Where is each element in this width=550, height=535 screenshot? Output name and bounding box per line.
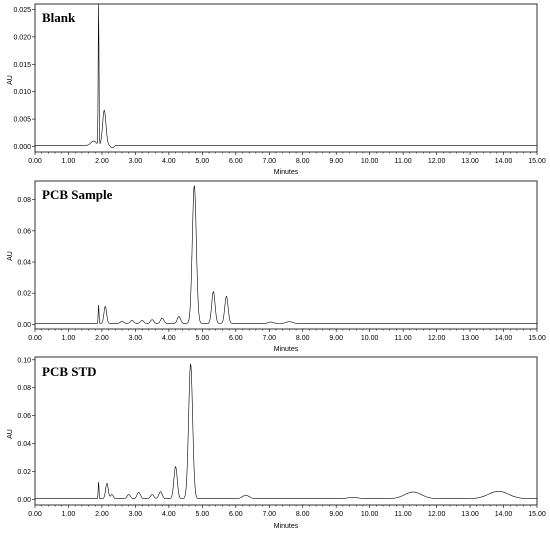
x-tick-label: 11.00 <box>395 511 412 518</box>
panel-title: PCB STD <box>42 364 97 379</box>
plot-frame <box>34 180 538 330</box>
x-tick-label: 7.00 <box>262 158 276 165</box>
series-trace <box>35 363 537 500</box>
x-axis-label: Minutes <box>274 523 299 530</box>
x-tick-label: 8.00 <box>296 511 310 518</box>
y-tick-label: 0.000 <box>13 144 31 151</box>
x-tick-label: 15.00 <box>528 158 546 165</box>
y-tick-label: 0.02 <box>17 469 31 476</box>
series-trace <box>35 4 537 148</box>
y-axis-label: AU <box>7 75 14 85</box>
y-tick-label: 0.00 <box>17 322 31 329</box>
x-tick-label: 5.00 <box>196 335 210 342</box>
y-tick-label: 0.04 <box>17 441 31 448</box>
y-tick-label: 0.005 <box>13 117 31 124</box>
x-tick-label: 5.00 <box>196 511 210 518</box>
x-tick-label: 10.00 <box>361 511 379 518</box>
x-tick-label: 3.00 <box>129 158 143 165</box>
y-axis-label: AU <box>7 429 14 439</box>
y-tick-label: 0.020 <box>13 34 31 41</box>
x-tick-label: 3.00 <box>129 511 143 518</box>
y-tick-label: 0.10 <box>17 357 31 364</box>
x-tick-label: 14.00 <box>495 158 513 165</box>
x-tick-label: 6.00 <box>229 335 243 342</box>
x-tick-label: 2.00 <box>95 511 109 518</box>
x-tick-label: 4.00 <box>162 511 176 518</box>
x-tick-label: 1.00 <box>62 158 76 165</box>
y-ticks: 0.00 0.02 0.04 0.06 0.08 <box>17 197 35 329</box>
x-tick-label: 0.00 <box>28 158 42 165</box>
y-tick-label: 0.015 <box>13 62 31 69</box>
x-ticks: 0.00 1.00 2.00 3.00 4.00 5.00 6.00 7.00 8.00 9.00… <box>28 329 546 342</box>
x-tick-label: 0.00 <box>28 335 42 342</box>
x-tick-label: 15.00 <box>528 511 546 518</box>
x-tick-label: 11.00 <box>395 335 412 342</box>
x-ticks: 0.00 1.00 2.00 3.00 4.00 5.00 6.00 7.00 8.00 9.00… <box>28 152 546 165</box>
x-tick-label: 13.00 <box>461 158 479 165</box>
x-tick-label: 2.00 <box>95 158 109 165</box>
y-tick-label: 0.04 <box>17 260 31 267</box>
panel-title: PCB Sample <box>42 187 113 202</box>
y-tick-label: 0.08 <box>17 197 31 204</box>
y-axis-label: AU <box>7 251 14 261</box>
x-tick-label: 13.00 <box>461 511 479 518</box>
y-tick-label: 0.025 <box>13 7 31 14</box>
x-tick-label: 7.00 <box>262 335 276 342</box>
x-tick-label: 12.00 <box>428 511 446 518</box>
y-tick-label: 0.00 <box>17 497 31 504</box>
panel-pcb-sample: PCB Sample AU Minutes 0.00 1.00 2.00 3.00 4.… <box>7 180 546 353</box>
x-tick-label: 15.00 <box>528 335 546 342</box>
x-tick-label: 12.00 <box>428 335 446 342</box>
y-tick-label: 0.010 <box>13 89 31 96</box>
y-tick-label: 0.02 <box>17 291 31 298</box>
x-tick-label: 1.00 <box>62 335 76 342</box>
panel-pcb-std: PCB STD AU Minutes 0.00 1.00 2.00 3.00 4.00 5… <box>7 356 546 530</box>
x-axis-label: Minutes <box>274 346 299 353</box>
panel-title: Blank <box>42 10 76 25</box>
x-tick-label: 0.00 <box>28 511 42 518</box>
x-tick-label: 8.00 <box>296 335 310 342</box>
y-tick-label: 0.08 <box>17 385 31 392</box>
x-tick-label: 9.00 <box>329 511 343 518</box>
x-axis-label: Minutes <box>274 169 299 176</box>
plot-frame <box>34 3 538 153</box>
x-tick-label: 13.00 <box>461 335 479 342</box>
y-tick-label: 0.06 <box>17 413 31 420</box>
x-tick-label: 5.00 <box>196 158 210 165</box>
x-tick-label: 4.00 <box>162 335 176 342</box>
y-ticks: 0.00 0.02 0.04 0.06 0.08 0.10 <box>17 357 35 504</box>
x-tick-label: 1.00 <box>62 511 76 518</box>
x-tick-label: 8.00 <box>296 158 310 165</box>
x-tick-label: 11.00 <box>395 158 412 165</box>
x-tick-label: 14.00 <box>495 335 513 342</box>
x-tick-label: 14.00 <box>495 511 513 518</box>
panel-blank: Blank AU Minutes 0.00 1.00 2.00 3.00 4.00 5.0… <box>7 3 546 176</box>
y-tick-label: 0.06 <box>17 228 31 235</box>
x-tick-label: 7.00 <box>262 511 276 518</box>
x-tick-label: 6.00 <box>229 158 243 165</box>
x-tick-label: 2.00 <box>95 335 109 342</box>
x-tick-label: 10.00 <box>361 158 379 165</box>
x-tick-label: 3.00 <box>129 335 143 342</box>
x-tick-label: 4.00 <box>162 158 176 165</box>
x-ticks: 0.00 1.00 2.00 3.00 4.00 5.00 6.00 7.00 8.00 9.00… <box>28 505 546 518</box>
series-trace <box>35 185 537 324</box>
x-tick-label: 10.00 <box>361 335 379 342</box>
x-tick-label: 9.00 <box>329 335 343 342</box>
x-tick-label: 9.00 <box>329 158 343 165</box>
plot-frame <box>34 356 538 506</box>
y-ticks: 0.000 0.005 0.010 0.015 0.020 0.025 <box>13 7 35 151</box>
x-tick-label: 6.00 <box>229 511 243 518</box>
x-tick-label: 12.00 <box>428 158 446 165</box>
